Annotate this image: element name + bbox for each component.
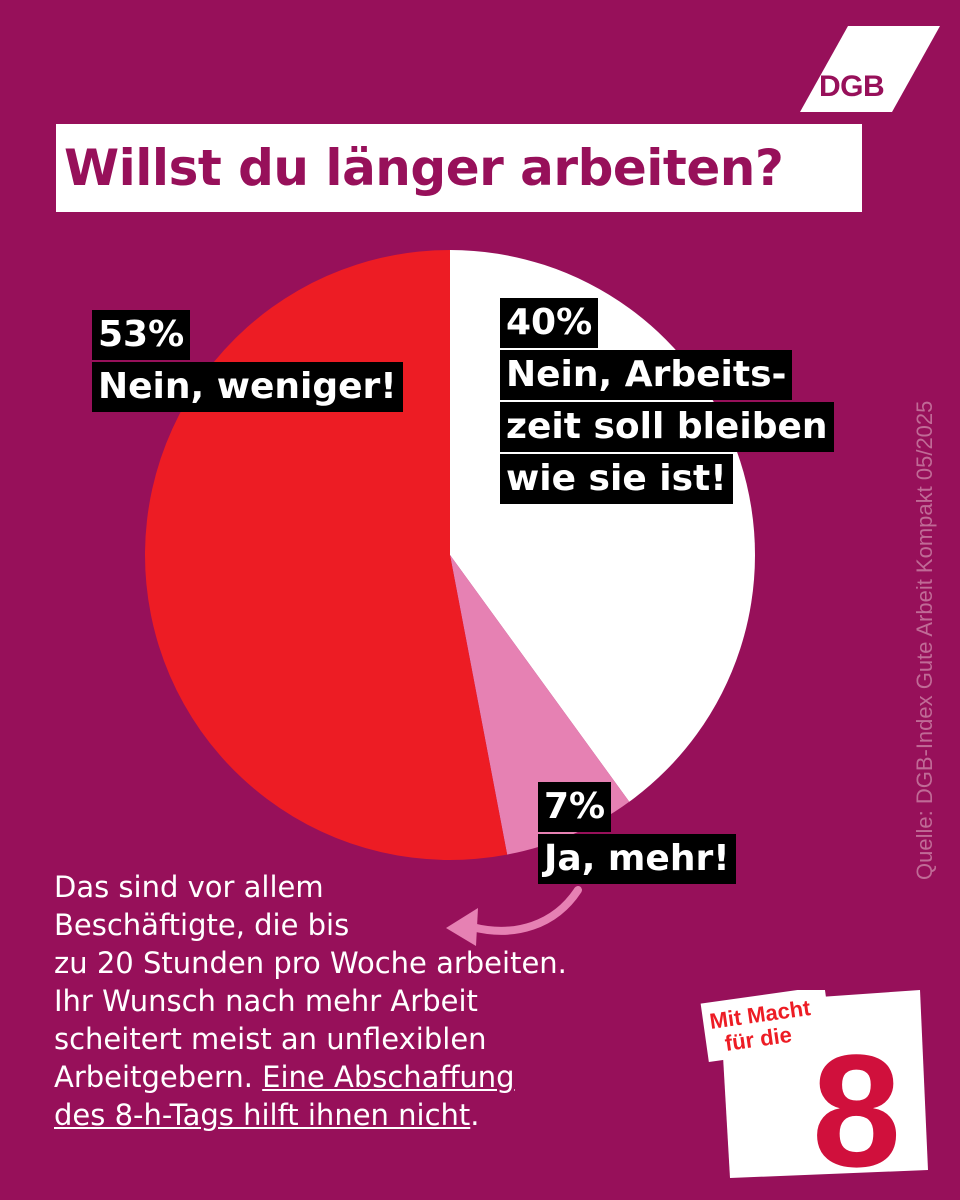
label-line: 7%: [538, 782, 612, 832]
text-line: Beschäftigte, die bis: [54, 908, 350, 942]
explanation-text: Das sind vor allem Beschäftigte, die bis…: [54, 868, 734, 1134]
label-line: Nein, Arbeits-: [500, 350, 793, 400]
text-line: Ihr Wunsch nach mehr Arbeit: [54, 984, 478, 1018]
text-line: Das sind vor allem: [54, 870, 324, 904]
page-title: Willst du länger arbeiten?: [64, 139, 784, 197]
text-line: scheitert meist an unflexiblen: [54, 1022, 487, 1056]
text-line: zu 20 Stunden pro Woche arbeiten.: [54, 946, 567, 980]
label-line: Ja, mehr!: [538, 834, 736, 884]
dgb-logo-text: DGB: [819, 70, 885, 103]
label-line: 53%: [92, 310, 191, 360]
slice-label-no-less: 53% Nein, weniger!: [92, 310, 403, 414]
label-line: zeit soll bleiben: [500, 402, 834, 452]
slice-label-yes-more: 7% Ja, mehr!: [538, 782, 736, 886]
dgb-logo: [800, 26, 940, 112]
label-line: wie sie ist!: [500, 454, 733, 504]
badge-ribbon: [700, 990, 833, 1063]
title-box: [56, 124, 862, 212]
label-line: 40%: [500, 298, 599, 348]
underlined-link-text[interactable]: des 8-h-Tags hilft ihnen nicht: [54, 1098, 471, 1132]
text-plain: .: [470, 1098, 480, 1132]
text-line: des 8-h-Tags hilft ihnen nicht.: [54, 1096, 734, 1134]
badge-number: 8: [812, 1021, 901, 1180]
text-plain: Arbeitgebern.: [54, 1060, 263, 1094]
callout-arrow: [468, 886, 582, 935]
campaign-badge: Mit Macht für die 8: [700, 990, 928, 1180]
underlined-link-text[interactable]: Eine Abschaffung: [262, 1060, 515, 1094]
label-line: Nein, weniger!: [92, 362, 403, 412]
pie-slice-yes-more: [450, 555, 630, 855]
source-note: Quelle: DGB-Index Gute Arbeit Kompakt 05…: [912, 400, 937, 880]
text-line: Arbeitgebern. Eine Abschaffung: [54, 1058, 734, 1096]
slice-label-no-same: 40% Nein, Arbeits- zeit soll bleiben wie…: [500, 298, 834, 506]
callout-arrow-head: [446, 908, 478, 946]
